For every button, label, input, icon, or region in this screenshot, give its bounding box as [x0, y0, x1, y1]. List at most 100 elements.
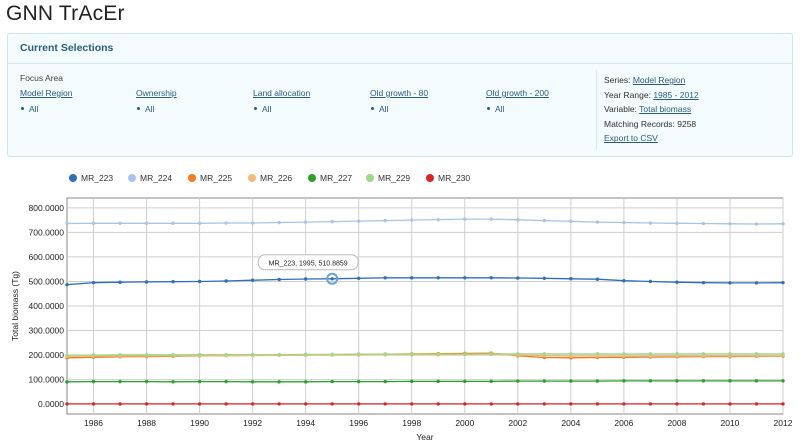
filter-old-growth-80-link[interactable]: Old growth - 80: [370, 88, 429, 98]
data-point-mr-230[interactable]: [91, 402, 96, 406]
data-point-mr-223[interactable]: [569, 277, 573, 281]
data-point-mr-230[interactable]: [701, 402, 706, 406]
data-point-mr-229[interactable]: [569, 352, 573, 356]
data-point-mr-229[interactable]: [622, 352, 626, 356]
data-point-mr-227[interactable]: [516, 379, 520, 383]
data-point-mr-229[interactable]: [303, 352, 308, 357]
data-point-mr-227[interactable]: [754, 379, 759, 383]
data-point-mr-223[interactable]: [330, 277, 334, 281]
data-point-mr-224[interactable]: [383, 218, 387, 223]
data-point-mr-229[interactable]: [224, 352, 228, 357]
data-point-mr-230[interactable]: [357, 402, 361, 406]
data-point-mr-224[interactable]: [754, 222, 759, 226]
data-point-mr-230[interactable]: [330, 402, 334, 406]
year-range-link[interactable]: 1985 - 2012: [653, 89, 699, 100]
data-point-mr-227[interactable]: [250, 380, 255, 384]
data-point-mr-224[interactable]: [728, 222, 732, 226]
data-point-mr-223[interactable]: [410, 276, 414, 280]
data-point-mr-227[interactable]: [701, 379, 706, 383]
data-point-mr-229[interactable]: [754, 352, 759, 356]
data-point-mr-223[interactable]: [516, 276, 520, 280]
data-point-mr-229[interactable]: [383, 352, 387, 356]
data-point-mr-229[interactable]: [171, 353, 175, 357]
data-point-mr-224[interactable]: [569, 219, 573, 224]
data-point-mr-230[interactable]: [489, 402, 493, 406]
data-point-mr-224[interactable]: [516, 218, 520, 222]
data-point-mr-230[interactable]: [754, 402, 759, 406]
data-point-mr-229[interactable]: [516, 352, 520, 356]
data-point-mr-224[interactable]: [595, 220, 600, 224]
data-point-mr-230[interactable]: [463, 402, 467, 406]
data-point-mr-224[interactable]: [701, 221, 706, 226]
data-point-mr-223[interactable]: [171, 280, 175, 284]
data-point-mr-229[interactable]: [595, 352, 600, 356]
highlighted-point[interactable]: [326, 272, 339, 285]
data-point-mr-227[interactable]: [595, 379, 600, 383]
data-point-mr-227[interactable]: [622, 379, 626, 383]
data-point-mr-223[interactable]: [754, 281, 759, 285]
data-point-mr-229[interactable]: [250, 352, 255, 357]
data-point-mr-229[interactable]: [330, 352, 334, 357]
data-point-mr-224[interactable]: [648, 221, 653, 225]
data-point-mr-229[interactable]: [65, 353, 69, 357]
data-point-mr-224[interactable]: [118, 221, 122, 225]
data-point-mr-224[interactable]: [65, 221, 69, 226]
data-point-mr-223[interactable]: [383, 276, 387, 280]
data-point-mr-229[interactable]: [728, 352, 732, 356]
data-point-mr-224[interactable]: [357, 219, 361, 223]
data-point-mr-223[interactable]: [357, 276, 361, 280]
data-point-mr-227[interactable]: [410, 379, 414, 384]
data-point-mr-224[interactable]: [303, 220, 308, 224]
data-point-mr-230[interactable]: [595, 402, 600, 406]
data-point-mr-224[interactable]: [781, 222, 785, 226]
data-point-mr-223[interactable]: [728, 281, 732, 285]
data-point-mr-229[interactable]: [118, 353, 122, 357]
series-line-mr-227[interactable]: [66, 380, 783, 383]
data-point-mr-227[interactable]: [569, 379, 573, 383]
data-point-mr-230[interactable]: [144, 402, 149, 406]
data-point-mr-229[interactable]: [410, 352, 414, 356]
data-point-mr-230[interactable]: [728, 402, 732, 406]
data-point-mr-224[interactable]: [224, 221, 228, 225]
data-point-mr-224[interactable]: [277, 220, 281, 225]
data-point-mr-229[interactable]: [436, 352, 440, 356]
data-point-mr-227[interactable]: [171, 380, 175, 384]
filter-model-region-link[interactable]: Model Region: [20, 88, 73, 98]
data-point-mr-230[interactable]: [197, 402, 202, 406]
data-point-mr-229[interactable]: [701, 352, 706, 356]
data-point-mr-229[interactable]: [197, 352, 202, 357]
data-point-mr-227[interactable]: [436, 379, 440, 384]
biomass-line-chart[interactable]: 1986 1988 1990 1992 1994 1996 1998 2000 2002 2004…: [0, 190, 800, 448]
data-point-mr-230[interactable]: [436, 402, 440, 406]
data-point-mr-230[interactable]: [781, 402, 785, 406]
data-point-mr-223[interactable]: [648, 279, 653, 284]
legend-item-mr-225[interactable]: MR_225: [188, 173, 232, 183]
export-csv-link[interactable]: Export to CSV: [604, 133, 658, 144]
data-point-mr-223[interactable]: [118, 280, 122, 284]
data-point-mr-223[interactable]: [91, 280, 96, 285]
data-point-mr-223[interactable]: [65, 282, 69, 287]
data-point-mr-227[interactable]: [144, 379, 149, 384]
data-point-mr-230[interactable]: [675, 402, 679, 406]
data-point-mr-230[interactable]: [224, 402, 228, 406]
legend-item-mr-226[interactable]: MR_226: [248, 173, 292, 183]
data-point-mr-230[interactable]: [622, 402, 626, 406]
legend-item-mr-227[interactable]: MR_227: [308, 173, 352, 183]
data-point-mr-230[interactable]: [383, 402, 387, 406]
data-point-mr-224[interactable]: [197, 221, 202, 225]
legend-item-mr-224[interactable]: MR_224: [128, 173, 172, 183]
data-point-mr-223[interactable]: [622, 279, 626, 283]
data-point-mr-227[interactable]: [728, 379, 732, 383]
data-point-mr-229[interactable]: [463, 352, 467, 356]
data-point-mr-229[interactable]: [357, 352, 361, 356]
data-point-mr-224[interactable]: [622, 220, 626, 225]
data-point-mr-230[interactable]: [516, 402, 520, 406]
data-point-mr-230[interactable]: [303, 402, 308, 406]
data-point-mr-227[interactable]: [383, 379, 387, 384]
data-point-mr-223[interactable]: [489, 276, 493, 280]
data-point-mr-227[interactable]: [197, 379, 202, 384]
data-point-mr-223[interactable]: [277, 277, 281, 282]
data-point-mr-227[interactable]: [489, 379, 493, 384]
data-point-mr-223[interactable]: [303, 277, 308, 281]
filter-land-allocation-link[interactable]: Land allocation: [253, 88, 311, 98]
